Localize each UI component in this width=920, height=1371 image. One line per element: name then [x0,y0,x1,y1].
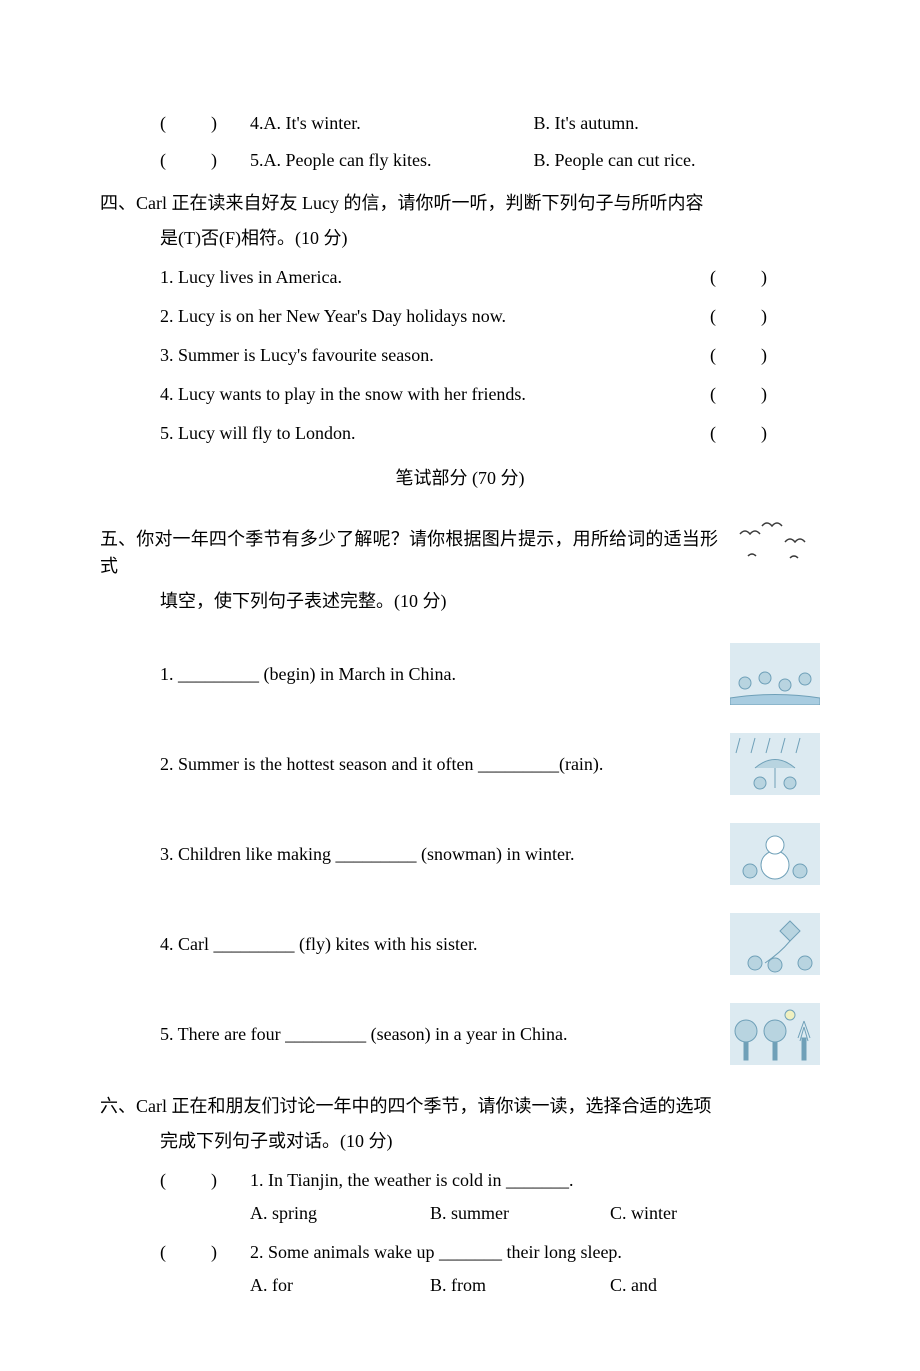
mc6-item-1: ( )1. In Tianjin, the weather is cold in… [160,1167,820,1194]
fill-sentence: 3. Children like making _________ (snowm… [160,841,718,868]
snowman-icon [730,823,820,885]
answer-blank[interactable]: ( ) [710,303,820,330]
section-title-line1: 你对一年四个季节有多少了解呢？请你根据图片提示，用所给词的适当形式 [100,529,718,576]
mc-stem: Some animals wake up _______ their long … [268,1242,622,1262]
answer-blank[interactable]: ( ) [160,1239,250,1266]
option-b: B. People can cut rice. [534,147,696,174]
fill-item-3: 3. Children like making _________ (snowm… [160,823,820,885]
option-c: C. winter [610,1200,790,1227]
answer-blank[interactable]: ( ) [710,381,820,408]
fill-item-5: 5. There are four _________ (season) in … [160,1003,820,1065]
fill-item-2: 2. Summer is the hottest season and it o… [160,733,820,795]
tf-item-2: 2. Lucy is on her New Year's Day holiday… [160,303,820,330]
option-c: C. and [610,1272,790,1299]
answer-blank[interactable]: ( ) [160,110,250,137]
mc6-item-2: ( )2. Some animals wake up _______ their… [160,1239,820,1266]
section-title-line1: Carl 正在读来自好友 Lucy 的信，请你听一听，判断下列句子与所听内容 [136,193,703,213]
fill-sentence: 2. Summer is the hottest season and it o… [160,751,718,778]
mc6-item-1-options: A. spring B. summer C. winter [250,1200,820,1227]
option-a: A. spring [250,1200,430,1227]
answer-blank[interactable]: ( ) [160,147,250,174]
fill-sentence: 1. _________ (begin) in March in China. [160,661,718,688]
fill-sentence: 5. There are four _________ (season) in … [160,1021,718,1048]
item-number: 5. [250,147,264,174]
fill-item-1: 1. _________ (begin) in March in China. [160,643,820,705]
tf-statement: 4. Lucy wants to play in the snow with h… [160,381,710,408]
kites-icon [730,913,820,975]
option-b: B. summer [430,1200,610,1227]
fill-sentence: 4. Carl _________ (fly) kites with his s… [160,931,718,958]
fill-item-4: 4. Carl _________ (fly) kites with his s… [160,913,820,975]
option-a: A. for [250,1272,430,1299]
answer-blank[interactable]: ( ) [710,342,820,369]
tf-item-4: 4. Lucy wants to play in the snow with h… [160,381,820,408]
item-number: 1. [250,1170,268,1190]
rain-icon [730,733,820,795]
written-section-title: 笔试部分 (70 分) [100,465,820,492]
option-b: B. from [430,1272,610,1299]
tf-statement: 3. Summer is Lucy's favourite season. [160,342,710,369]
section-number: 六、 [100,1093,136,1120]
option-b: B. It's autumn. [534,110,639,137]
section-5-heading: 五、你对一年四个季节有多少了解呢？请你根据图片提示，用所给词的适当形式 [100,526,718,580]
section-4-heading-line2: 是(T)否(F)相符。(10 分) [160,225,820,252]
mc-stem: In Tianjin, the weather is cold in _____… [268,1170,573,1190]
mc-item-5: ( ) 5. A. People can fly kites. B. Peopl… [160,147,820,174]
tf-statement: 1. Lucy lives in America. [160,264,710,291]
answer-blank[interactable]: ( ) [710,420,820,447]
answer-blank[interactable]: ( ) [160,1167,250,1194]
section-number: 四、 [100,190,136,217]
option-a: A. People can fly kites. [264,147,534,174]
section-6-heading: 六、Carl 正在和朋友们讨论一年中的四个季节，请你读一读，选择合适的选项 [100,1093,820,1120]
option-a: A. It's winter. [264,110,534,137]
section-title-line1: Carl 正在和朋友们讨论一年中的四个季节，请你读一读，选择合适的选项 [136,1096,712,1116]
birds-icon [730,514,820,576]
trees-icon [730,1003,820,1065]
item-number: 4. [250,110,264,137]
tf-item-3: 3. Summer is Lucy's favourite season. ( … [160,342,820,369]
tf-statement: 2. Lucy is on her New Year's Day holiday… [160,303,710,330]
section-4-heading: 四、Carl 正在读来自好友 Lucy 的信，请你听一听，判断下列句子与所听内容 [100,190,820,217]
worksheet-page: ( ) 4. A. It's winter. B. It's autumn. (… [0,0,920,1371]
section-number: 五、 [100,526,136,553]
answer-blank[interactable]: ( ) [710,264,820,291]
tf-item-5: 5. Lucy will fly to London. ( ) [160,420,820,447]
section-5-heading-line2: 填空，使下列句子表述完整。(10 分) [160,588,718,615]
section-6-heading-line2: 完成下列句子或对话。(10 分) [160,1128,820,1155]
item-number: 2. [250,1242,268,1262]
flowers-icon [730,643,820,705]
mc-item-4: ( ) 4. A. It's winter. B. It's autumn. [160,110,820,137]
mc6-item-2-options: A. for B. from C. and [250,1272,820,1299]
tf-statement: 5. Lucy will fly to London. [160,420,710,447]
tf-item-1: 1. Lucy lives in America. ( ) [160,264,820,291]
